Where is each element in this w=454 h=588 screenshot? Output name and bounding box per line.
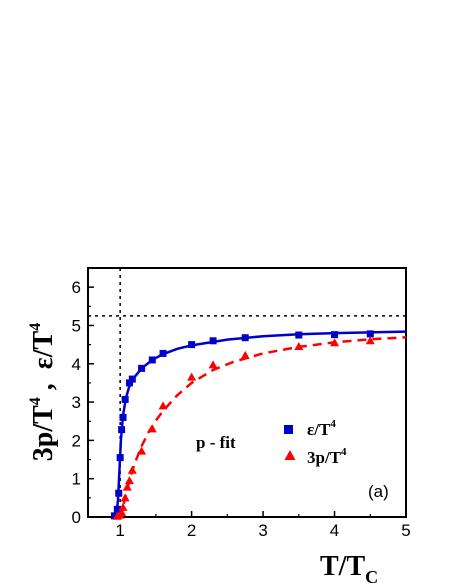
data-point-epsilon — [125, 379, 133, 387]
data-point-pressure — [137, 446, 147, 455]
y-tick-label: 1 — [72, 470, 81, 489]
y-tick-label: 2 — [72, 431, 81, 450]
x-axis-title: T/TC — [320, 551, 378, 587]
data-point-epsilon — [115, 489, 123, 497]
data-point-pressure — [118, 502, 128, 511]
data-point-epsilon — [148, 356, 156, 364]
data-point-pressure — [294, 342, 304, 351]
fit-annotation: p - fit — [196, 433, 236, 452]
y-tick-label: 0 — [72, 508, 81, 527]
legend-marker-epsilon — [284, 425, 293, 434]
data-point-pressure — [330, 338, 340, 347]
data-point-epsilon — [241, 334, 249, 342]
legend-label-pressure: 3p/T4 — [307, 446, 347, 467]
y-tick-label: 5 — [72, 316, 81, 335]
data-point-epsilon — [116, 454, 124, 462]
data-point-pressure — [208, 360, 218, 369]
y-axis-title-sup2: 4 — [27, 323, 44, 331]
y-axis-title: 3p/T4 , ε/T4 — [27, 323, 59, 461]
y-tick-label: 4 — [72, 355, 81, 374]
plot-frame — [87, 267, 407, 518]
x-tick-label: 1 — [115, 521, 124, 540]
data-point-pressure — [122, 482, 132, 491]
data-point-pressure — [365, 336, 375, 345]
fit-line-pressure — [117, 336, 407, 519]
data-point-pressure — [158, 401, 168, 410]
y-axis-title-sup1: 4 — [27, 397, 44, 405]
data-point-epsilon — [138, 364, 146, 372]
data-point-epsilon — [121, 395, 129, 403]
legend-label-epsilon: ε/T4 — [307, 418, 336, 439]
data-point-epsilon — [128, 375, 136, 383]
data-point-epsilon — [295, 331, 303, 339]
data-point-pressure — [120, 493, 130, 502]
data-point-pressure — [147, 424, 157, 433]
data-point-epsilon — [188, 341, 196, 349]
x-axis-title-main: T/T — [320, 551, 365, 582]
data-point-epsilon — [159, 349, 167, 357]
x-tick-label: 5 — [401, 521, 410, 540]
y-tick-label: 6 — [72, 278, 81, 297]
legend-marker-pressure — [284, 450, 296, 460]
data-point-epsilon — [331, 331, 339, 339]
data-point-pressure — [187, 372, 197, 381]
legend: ε/T4 3p/T4 — [284, 418, 347, 467]
data-point-pressure — [240, 350, 250, 359]
data-point-pressure — [127, 465, 137, 474]
y-axis-title-part1: 3p/T — [28, 405, 59, 461]
data-point-epsilon — [119, 413, 127, 421]
data-point-epsilon — [366, 330, 374, 338]
y-axis-title-sep: , — [28, 369, 59, 397]
fit-line-epsilon — [113, 330, 407, 517]
x-tick-label: 2 — [187, 521, 196, 540]
x-tick-label: 3 — [258, 521, 267, 540]
panel-label: (a) — [368, 482, 389, 501]
y-tick-label: 3 — [72, 393, 81, 412]
data-point-pressure — [124, 476, 134, 485]
x-tick-label: 4 — [330, 521, 339, 540]
x-axis-title-sub: C — [365, 567, 378, 587]
data-point-epsilon — [209, 337, 217, 345]
y-axis-title-part2: ε/T — [28, 330, 59, 369]
data-point-pressure — [117, 507, 127, 516]
data-point-epsilon — [118, 426, 126, 434]
data-point-epsilon — [113, 505, 121, 513]
data-point-epsilon — [110, 512, 118, 520]
